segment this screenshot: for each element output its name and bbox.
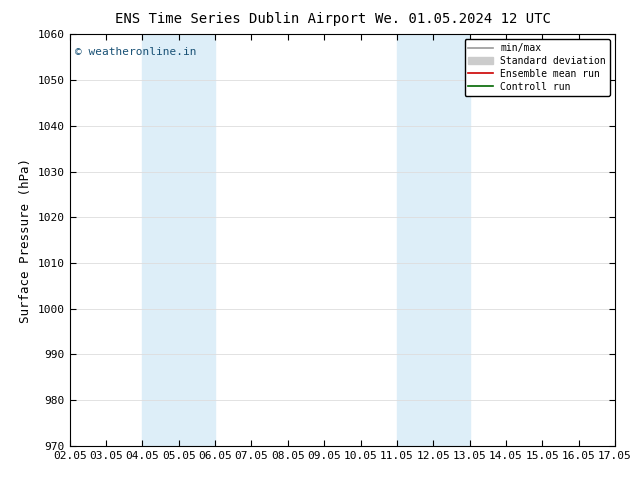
Y-axis label: Surface Pressure (hPa): Surface Pressure (hPa) bbox=[19, 158, 32, 322]
Bar bbox=[143, 34, 215, 446]
Text: ENS Time Series Dublin Airport: ENS Time Series Dublin Airport bbox=[115, 12, 366, 26]
Bar bbox=[397, 34, 470, 446]
Text: We. 01.05.2024 12 UTC: We. 01.05.2024 12 UTC bbox=[375, 12, 551, 26]
Text: © weatheronline.in: © weatheronline.in bbox=[75, 47, 197, 57]
Legend: min/max, Standard deviation, Ensemble mean run, Controll run: min/max, Standard deviation, Ensemble me… bbox=[465, 39, 610, 96]
